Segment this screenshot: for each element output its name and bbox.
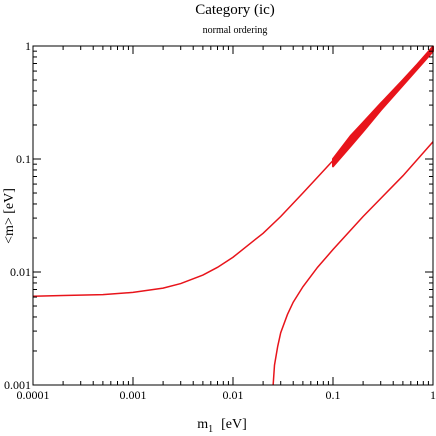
y-tick-label: 0.001 bbox=[4, 378, 31, 392]
y-tick-label: 0.1 bbox=[16, 152, 31, 166]
plot-frame bbox=[32, 45, 434, 386]
x-tick-label: 0.001 bbox=[120, 388, 147, 402]
plot-area bbox=[32, 45, 434, 386]
allowed-region-band bbox=[332, 45, 434, 168]
series-line-2 bbox=[272, 141, 434, 386]
x-tick-label: 0.0001 bbox=[17, 388, 50, 402]
x-tick-label: 1 bbox=[430, 388, 436, 402]
series-line-1 bbox=[32, 47, 434, 298]
chart-subtitle: normal ordering bbox=[203, 25, 268, 36]
y-tick-label: 0.01 bbox=[10, 265, 31, 279]
x-tick-label: 0.01 bbox=[223, 388, 244, 402]
x-axis-label: m1 [eV] bbox=[197, 417, 247, 435]
x-tick-label: 0.1 bbox=[326, 388, 341, 402]
chart-title: Category (ic) bbox=[195, 2, 275, 18]
y-tick-label: 1 bbox=[25, 39, 31, 53]
y-axis-label: <m> [eV] bbox=[2, 188, 17, 244]
